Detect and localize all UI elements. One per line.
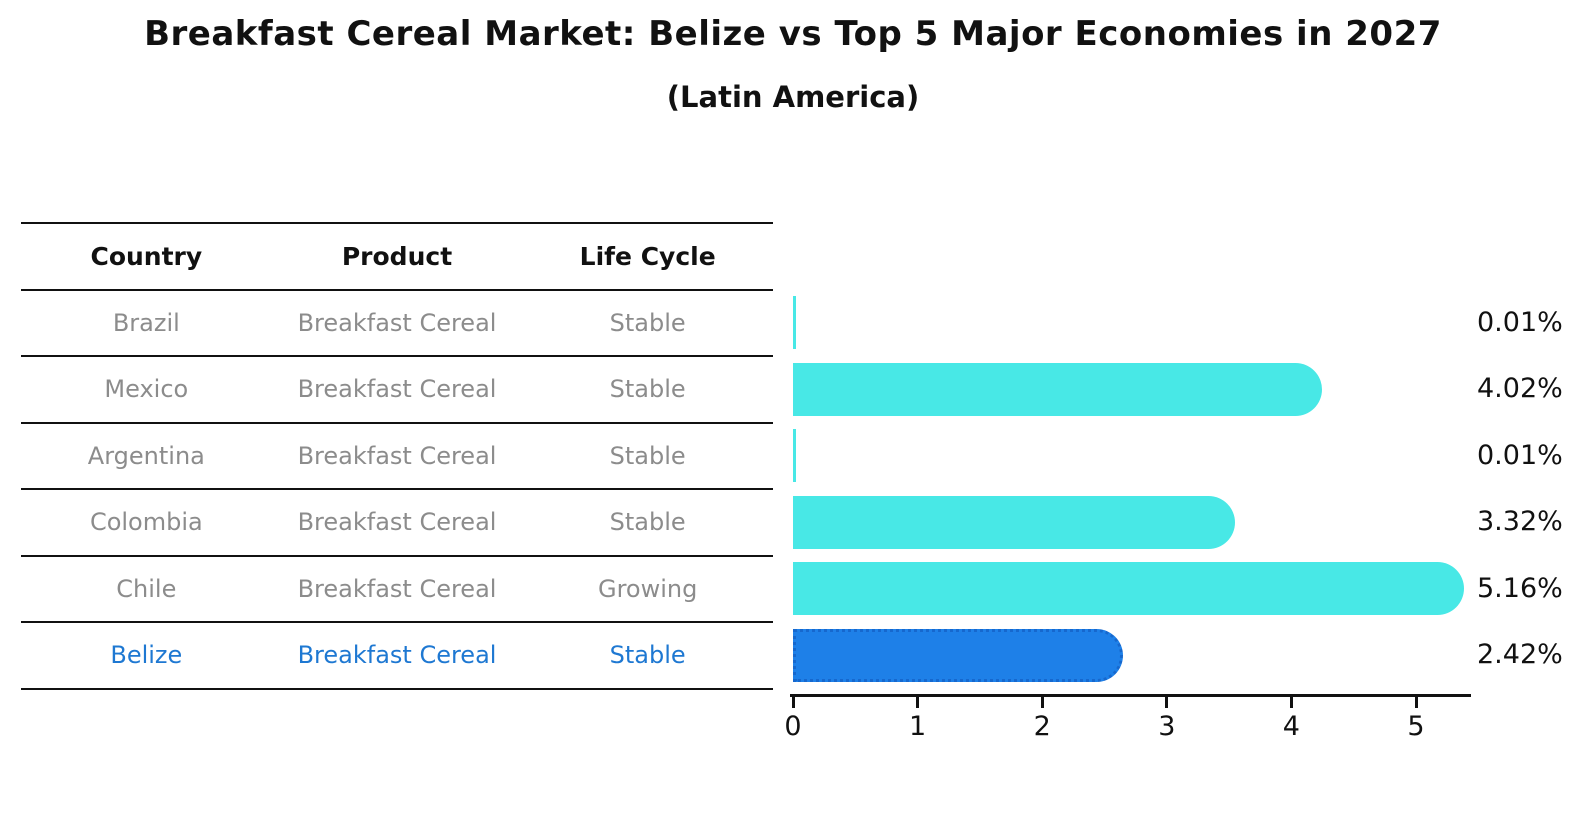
table-cell-country: Brazil xyxy=(112,308,180,337)
x-axis-tick xyxy=(916,696,920,708)
table-row-brazil: Brazil Breakfast Cereal Stable xyxy=(21,288,773,356)
table-cell-country: Colombia xyxy=(89,508,203,537)
table-header-row: Country Product Life Cycle xyxy=(21,222,773,289)
value-label-colombia: 3.32% xyxy=(1477,506,1563,537)
table-cell-product: Breakfast Cereal xyxy=(297,641,497,670)
x-axis-line xyxy=(790,694,1471,697)
x-axis-tick-label: 5 xyxy=(1407,711,1425,742)
table-cell-product: Breakfast Cereal xyxy=(297,574,497,603)
table-cell-product: Breakfast Cereal xyxy=(297,375,497,404)
table-cell-life-cycle: Stable xyxy=(609,375,686,404)
table-cell-life-cycle: Growing xyxy=(597,574,698,603)
x-axis-tick xyxy=(1165,696,1169,708)
table-cell-country: Chile xyxy=(116,574,177,603)
x-axis-tick-label: 1 xyxy=(909,711,927,742)
table-cell-life-cycle: Stable xyxy=(609,308,686,337)
x-axis-tick xyxy=(1040,696,1044,708)
table-row-colombia: Colombia Breakfast Cereal Stable xyxy=(21,488,773,555)
chart-title: Breakfast Cereal Market: Belize vs Top 5… xyxy=(144,14,1442,54)
table-cell-life-cycle: Stable xyxy=(609,641,686,670)
value-label-belize: 2.42% xyxy=(1477,639,1563,670)
table-cell-life-cycle: Stable xyxy=(609,508,686,537)
table-cell-country: Argentina xyxy=(87,441,205,470)
country-table: Country Product Life Cycle Brazil Breakfa… xyxy=(21,222,773,690)
table-row-argentina: Argentina Breakfast Cereal Stable xyxy=(21,421,773,489)
bar-argentina xyxy=(793,429,796,482)
table-row-mexico: Mexico Breakfast Cereal Stable xyxy=(21,355,773,422)
bar-chile xyxy=(793,562,1464,615)
x-axis-tick xyxy=(1414,696,1418,708)
x-axis-tick-label: 2 xyxy=(1033,711,1051,742)
value-label-chile: 5.16% xyxy=(1477,572,1563,604)
value-label-argentina: 0.01% xyxy=(1477,439,1563,471)
table-cell-country: Mexico xyxy=(104,375,189,404)
table-header-country: Country xyxy=(90,241,203,271)
table-cell-product: Breakfast Cereal xyxy=(297,441,497,470)
table-cell-product: Breakfast Cereal xyxy=(297,308,497,337)
table-cell-life-cycle: Stable xyxy=(609,441,686,470)
x-axis-tick-label: 0 xyxy=(784,711,802,742)
x-axis-tick-label: 4 xyxy=(1282,711,1300,742)
x-axis-tick xyxy=(1289,696,1293,708)
bar-colombia xyxy=(793,495,1235,549)
table-header-life-cycle: Life Cycle xyxy=(579,241,716,271)
table-row-belize: Belize Breakfast Cereal Stable xyxy=(21,621,773,688)
x-axis-tick-label: 3 xyxy=(1158,711,1176,742)
chart-subtitle: (Latin America) xyxy=(666,80,920,114)
x-axis-tick xyxy=(791,696,795,708)
table-body: Brazil Breakfast Cereal Stable Mexico Breakf… xyxy=(21,288,773,688)
table-row-chile: Chile Breakfast Cereal Growing xyxy=(21,554,773,622)
bar-brazil xyxy=(793,296,796,349)
value-label-brazil: 0.01% xyxy=(1477,306,1563,338)
bar-belize xyxy=(793,628,1123,682)
bar-mexico xyxy=(793,362,1322,416)
value-label-mexico: 4.02% xyxy=(1477,373,1563,404)
table-cell-product: Breakfast Cereal xyxy=(297,508,497,537)
table-header-product: Product xyxy=(341,241,453,271)
table-cell-country: Belize xyxy=(110,641,183,670)
